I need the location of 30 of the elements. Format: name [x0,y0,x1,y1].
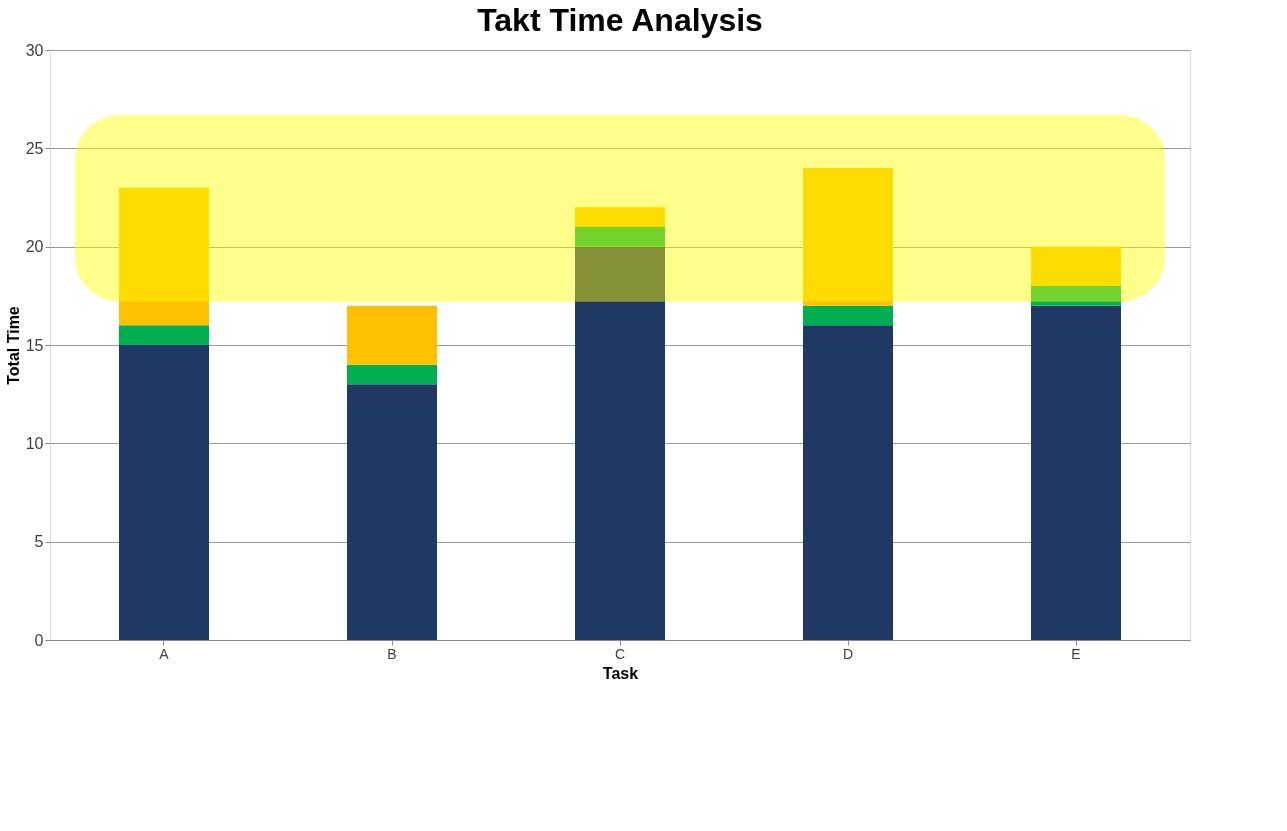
y-axis-title: Total Time [4,306,22,385]
y-tick-label: 0 [34,631,44,649]
bar [119,345,209,640]
y-tick-label: 10 [25,434,44,452]
bar [119,187,209,326]
x-tick-label: A [159,645,170,662]
y-tick-label: 5 [34,533,44,551]
bar [575,227,665,247]
y-tick-label: 25 [25,139,44,157]
bar [119,325,209,345]
x-tick-label: E [1071,645,1081,662]
y-tick-label: 15 [25,336,44,354]
y-tick-label: 20 [25,238,44,256]
bar [575,207,665,227]
bar [347,384,437,640]
bar [575,246,665,640]
bar [1031,286,1121,306]
x-tick-label: B [387,645,397,662]
bar [347,305,437,365]
bar [1031,246,1121,286]
chart-title: Takt Time Analysis [477,2,763,38]
y-tick-label: 30 [25,41,44,59]
bar [347,364,437,385]
x-tick-label: D [842,645,854,662]
bar [803,305,893,326]
bar [803,325,893,640]
x-axis-title: Task [602,664,639,682]
bar [1031,305,1121,640]
x-tick-label: C [614,645,626,662]
bar [803,168,893,306]
